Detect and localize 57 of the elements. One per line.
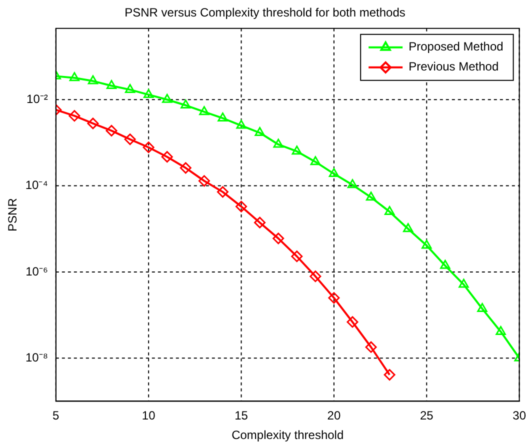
point	[68, 110, 80, 122]
point	[347, 179, 358, 188]
point	[422, 240, 432, 249]
point	[106, 80, 117, 89]
point	[346, 316, 358, 328]
chart-title: PSNR versus Complexity threshold for both methods	[124, 6, 406, 20]
point	[124, 84, 136, 93]
x-tick-label: 5	[52, 408, 60, 423]
point	[310, 270, 322, 282]
point	[496, 326, 506, 335]
point	[199, 106, 210, 116]
point	[180, 100, 191, 109]
point	[291, 250, 303, 262]
point	[142, 142, 154, 154]
point	[87, 118, 99, 130]
point	[328, 168, 340, 178]
y-tick-label: 10⁻⁶	[26, 264, 48, 278]
point	[292, 146, 302, 155]
y-tick-label: 10⁻²	[26, 92, 48, 106]
y-axis-title: PSNR	[6, 198, 20, 232]
point	[477, 302, 488, 312]
point	[161, 151, 173, 163]
point	[440, 260, 450, 269]
point	[328, 292, 340, 304]
x-tick-label: 30	[512, 408, 526, 423]
point	[236, 120, 246, 129]
point	[162, 94, 172, 103]
point	[273, 138, 284, 148]
x-tick-label: 20	[327, 408, 341, 423]
x-tick-label: 15	[234, 408, 248, 423]
x-tick-label: 10	[142, 408, 156, 423]
point	[180, 162, 192, 174]
point	[106, 124, 118, 136]
point	[124, 134, 136, 146]
y-tick-label: 10⁻⁸	[25, 350, 48, 364]
point	[458, 278, 469, 288]
point	[310, 156, 320, 166]
y-tick-label: 10⁻⁴	[25, 178, 48, 192]
point	[236, 200, 248, 212]
point	[254, 127, 265, 136]
point	[254, 216, 266, 228]
point	[144, 88, 154, 98]
point	[366, 192, 376, 201]
point	[403, 223, 414, 232]
point	[216, 186, 228, 198]
point	[88, 75, 98, 84]
legend-label: Previous Method	[408, 60, 499, 74]
point	[384, 206, 395, 215]
legend-label: Proposed Method	[408, 40, 504, 54]
point	[384, 369, 396, 381]
point	[69, 72, 80, 82]
x-axis-title: Complexity threshold	[232, 428, 344, 442]
point	[198, 175, 210, 187]
point	[218, 112, 228, 122]
point	[272, 232, 284, 244]
x-tick-label: 25	[420, 408, 434, 423]
point	[365, 341, 377, 353]
